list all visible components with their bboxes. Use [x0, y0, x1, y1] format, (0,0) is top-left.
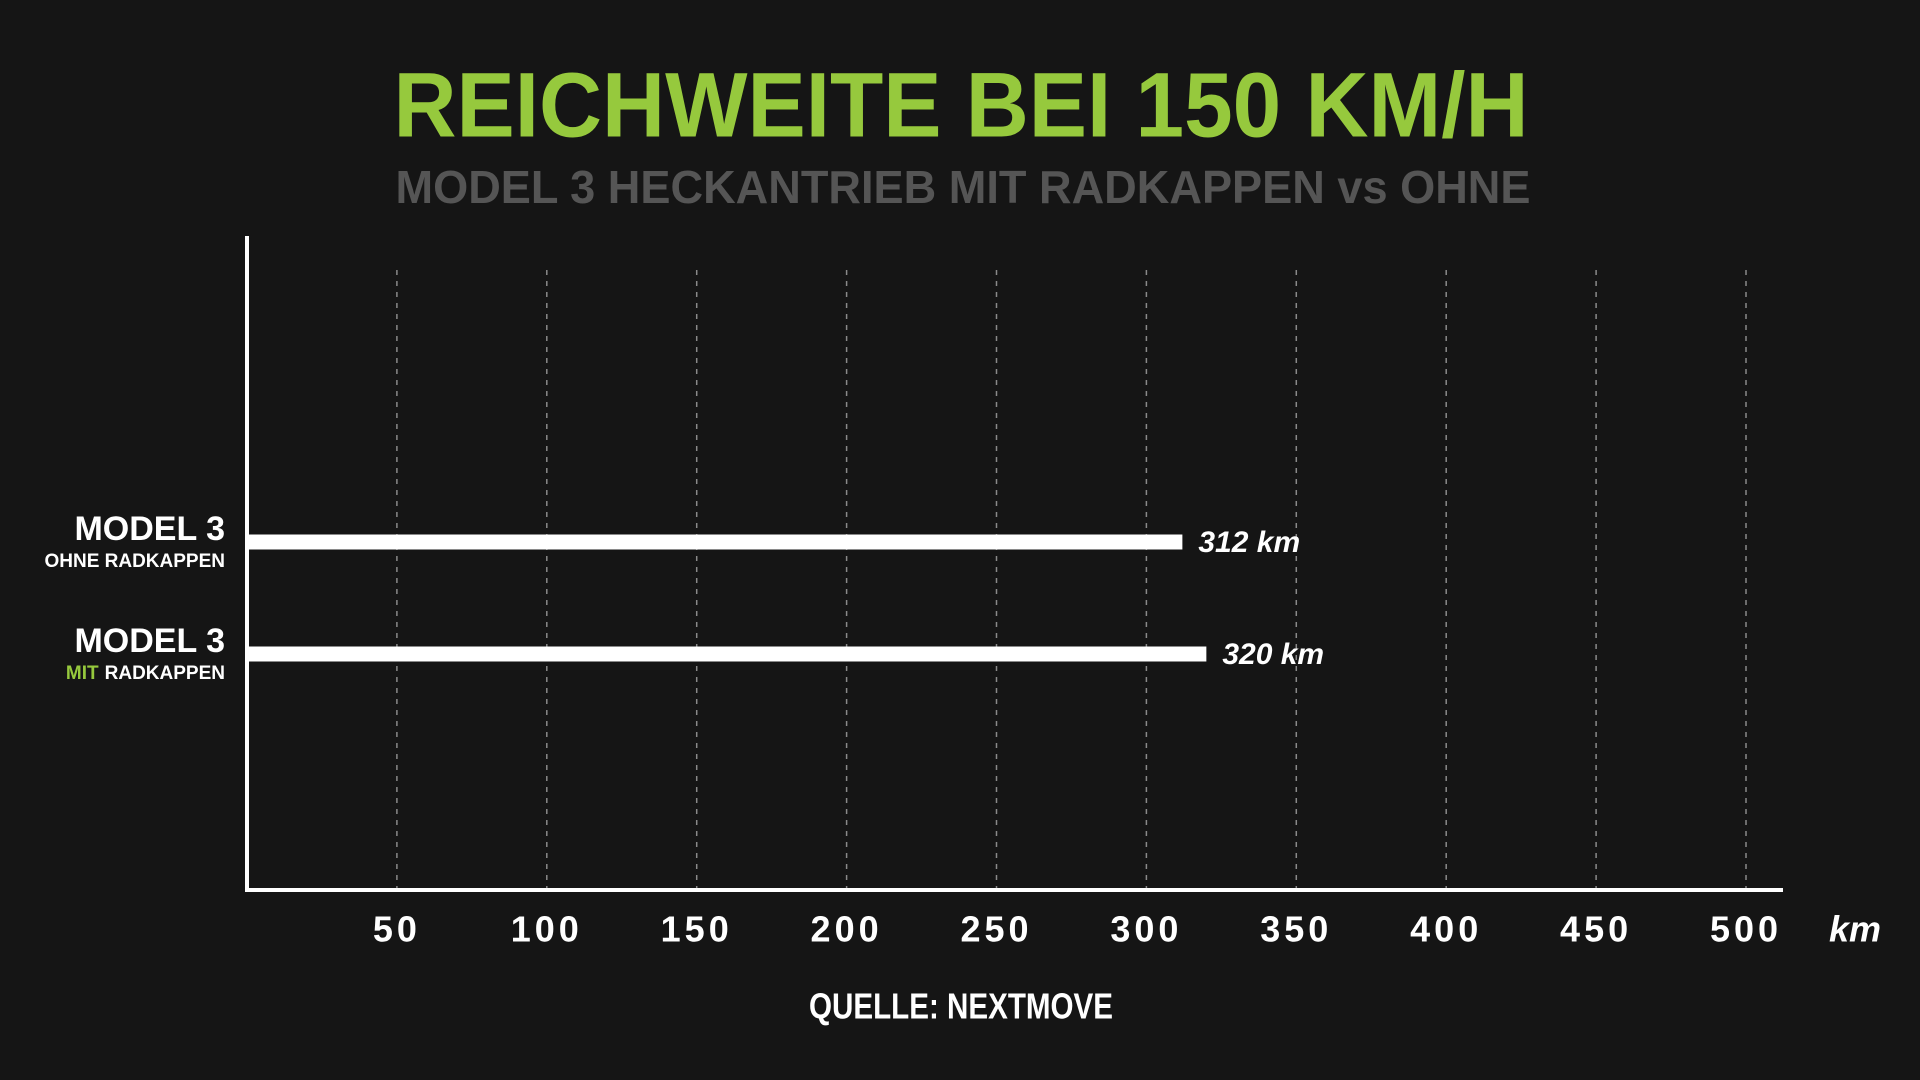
bar [247, 646, 1207, 662]
chart-subtitle: MODEL 3 HECKANTRIEB MIT RADKAPPEN vs OHN… [396, 161, 1531, 213]
x-tick-label: 250 [960, 909, 1032, 950]
category-note: OHNE RADKAPPEN [44, 551, 225, 572]
x-tick-label: 150 [661, 909, 733, 950]
category-label: MODEL 3 [74, 510, 225, 548]
x-tick-label: 500 [1710, 909, 1782, 950]
x-tick-label: 450 [1560, 909, 1632, 950]
x-tick-label: 50 [373, 909, 421, 950]
x-tick-label: 200 [811, 909, 883, 950]
category-label: MODEL 3 [74, 622, 225, 660]
bar [247, 534, 1183, 550]
category-note-part: MIT [66, 663, 99, 684]
x-tick-label: 400 [1410, 909, 1482, 950]
x-tick-label: 350 [1260, 909, 1332, 950]
category-note-part: RADKAPPEN [105, 663, 225, 684]
x-tick-label: 100 [511, 909, 583, 950]
chart-title: REICHWEITE BEI 150 KM/H [394, 54, 1529, 156]
source: QUELLE: NEXTMOVE [809, 986, 1113, 1027]
x-tick-label: 300 [1110, 909, 1182, 950]
value-label: 320 km [1222, 638, 1324, 671]
category-note-part: OHNE RADKAPPEN [44, 551, 225, 572]
value-label: 312 km [1198, 526, 1300, 559]
x-unit: km [1829, 909, 1881, 950]
category-note: MIT RADKAPPEN [66, 663, 225, 684]
